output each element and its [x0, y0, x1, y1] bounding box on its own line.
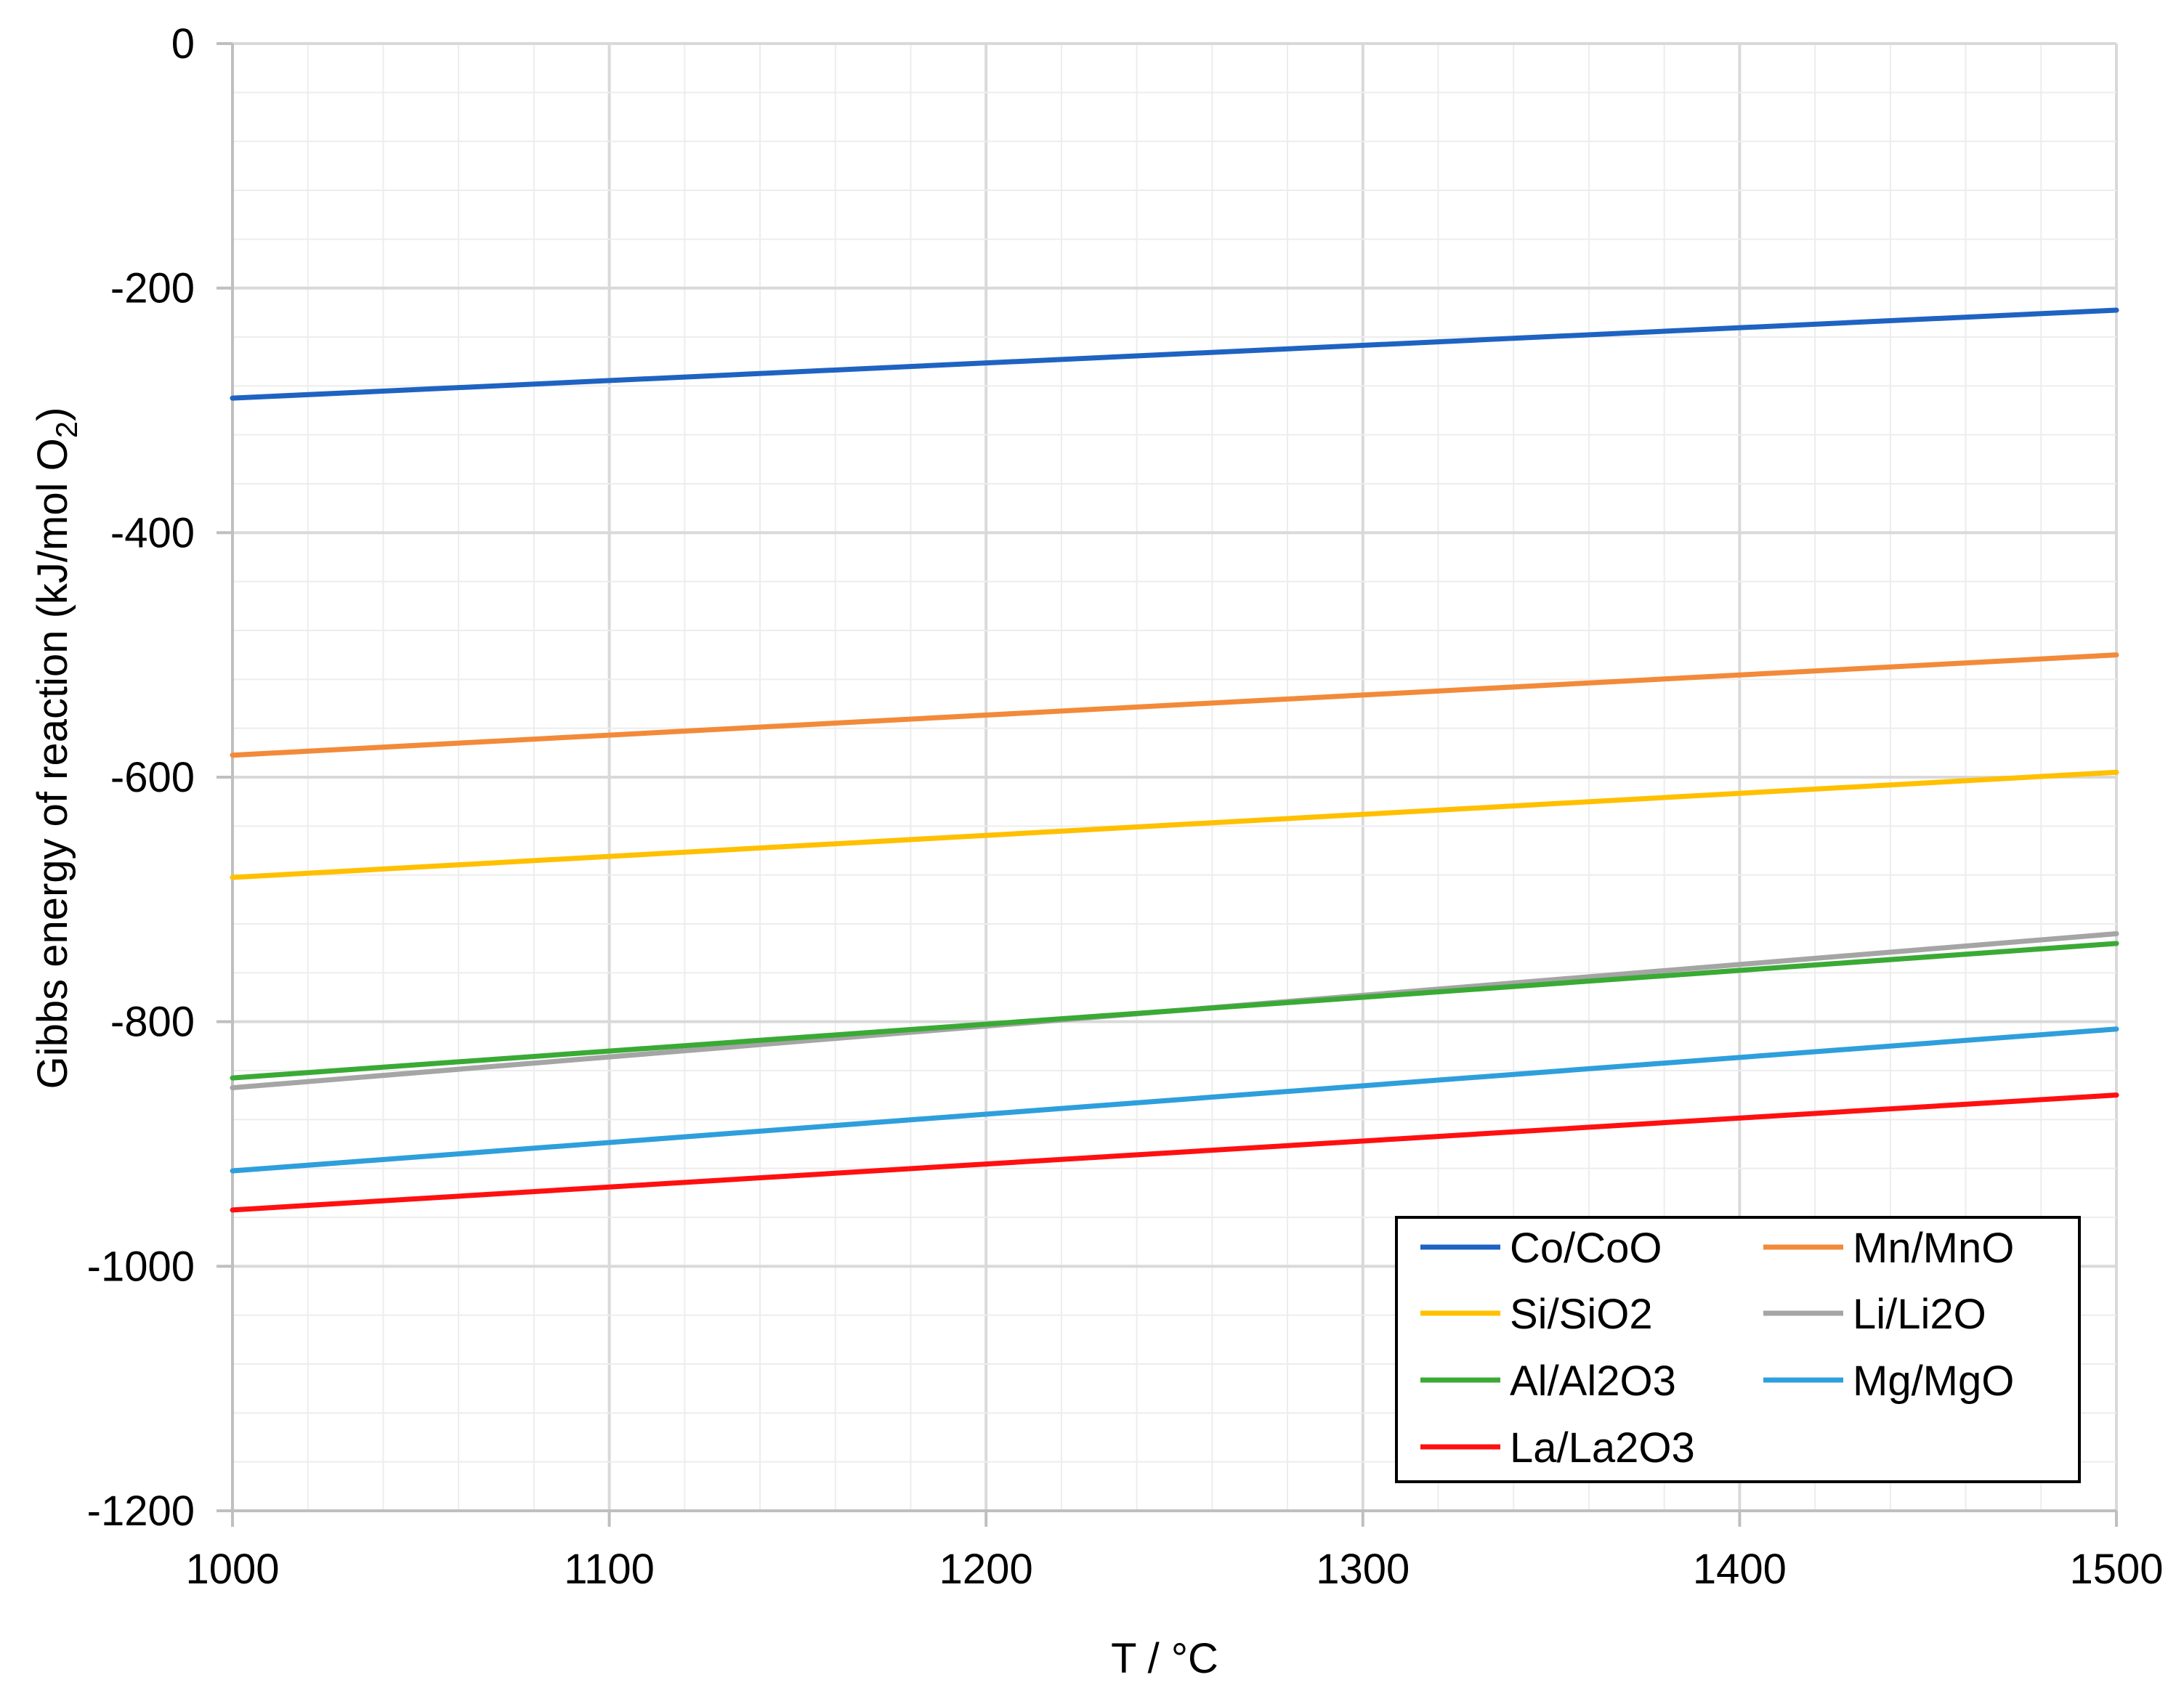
legend-label-co-coo: Co/CoO: [1510, 1225, 1662, 1272]
y-axis-title-close: ): [29, 407, 76, 421]
x-tick-label: 1500: [2069, 1546, 2163, 1593]
legend-box: [1395, 1216, 2081, 1483]
y-tick-label: -1000: [87, 1243, 195, 1290]
axes: [217, 42, 2118, 1527]
y-axis-title-subscript: 2: [49, 421, 84, 438]
series-line-mn-mno: [230, 652, 2119, 758]
series-lines: [230, 307, 2119, 1213]
y-tick-label: -600: [110, 754, 195, 801]
tick-labels: 0 -200 -400 -600 -800 -1000 -1200 1000 1100 1200 1…: [87, 20, 2164, 1593]
legend: Co/CoO Mn/MnO Si/SiO2 Li/Li2O Al/Al2O3 Mg/MgO…: [1395, 1216, 2081, 1483]
y-axis-title: Gibbs energy of reaction (kJ/mol O2): [29, 407, 84, 1090]
x-axis-title: T / °C: [1111, 1635, 1218, 1682]
y-tick-label: -400: [110, 509, 195, 556]
legend-label-si-sio2: Si/SiO2: [1510, 1291, 1653, 1338]
x-tick-label: 1300: [1316, 1546, 1410, 1593]
series-line-mg-mgo: [230, 1026, 2119, 1174]
x-tick-label: 1400: [1693, 1546, 1787, 1593]
series-line-la-la2o3: [230, 1092, 2119, 1213]
legend-label-la-la2o3: La/La2O3: [1510, 1424, 1695, 1472]
series-line-co-coo: [230, 307, 2119, 401]
series-line-si-sio2: [230, 769, 2119, 880]
y-tick-label: -800: [110, 999, 195, 1046]
legend-label-mg-mgo: Mg/MgO: [1853, 1358, 2014, 1405]
series-line-al-al2o3: [230, 941, 2119, 1081]
y-tick-label: -1200: [87, 1488, 195, 1535]
y-tick-label: -200: [110, 265, 195, 312]
x-tick-label: 1200: [939, 1546, 1033, 1593]
legend-label-li-li2o: Li/Li2O: [1853, 1291, 1986, 1338]
legend-label-al-al2o3: Al/Al2O3: [1510, 1358, 1676, 1405]
x-tick-label: 1100: [564, 1546, 655, 1593]
y-tick-label: 0: [171, 20, 195, 68]
legend-label-mn-mno: Mn/MnO: [1853, 1225, 2014, 1272]
x-tick-label: 1000: [185, 1546, 279, 1593]
y-axis-title-main: Gibbs energy of reaction (kJ/mol O: [29, 438, 76, 1089]
